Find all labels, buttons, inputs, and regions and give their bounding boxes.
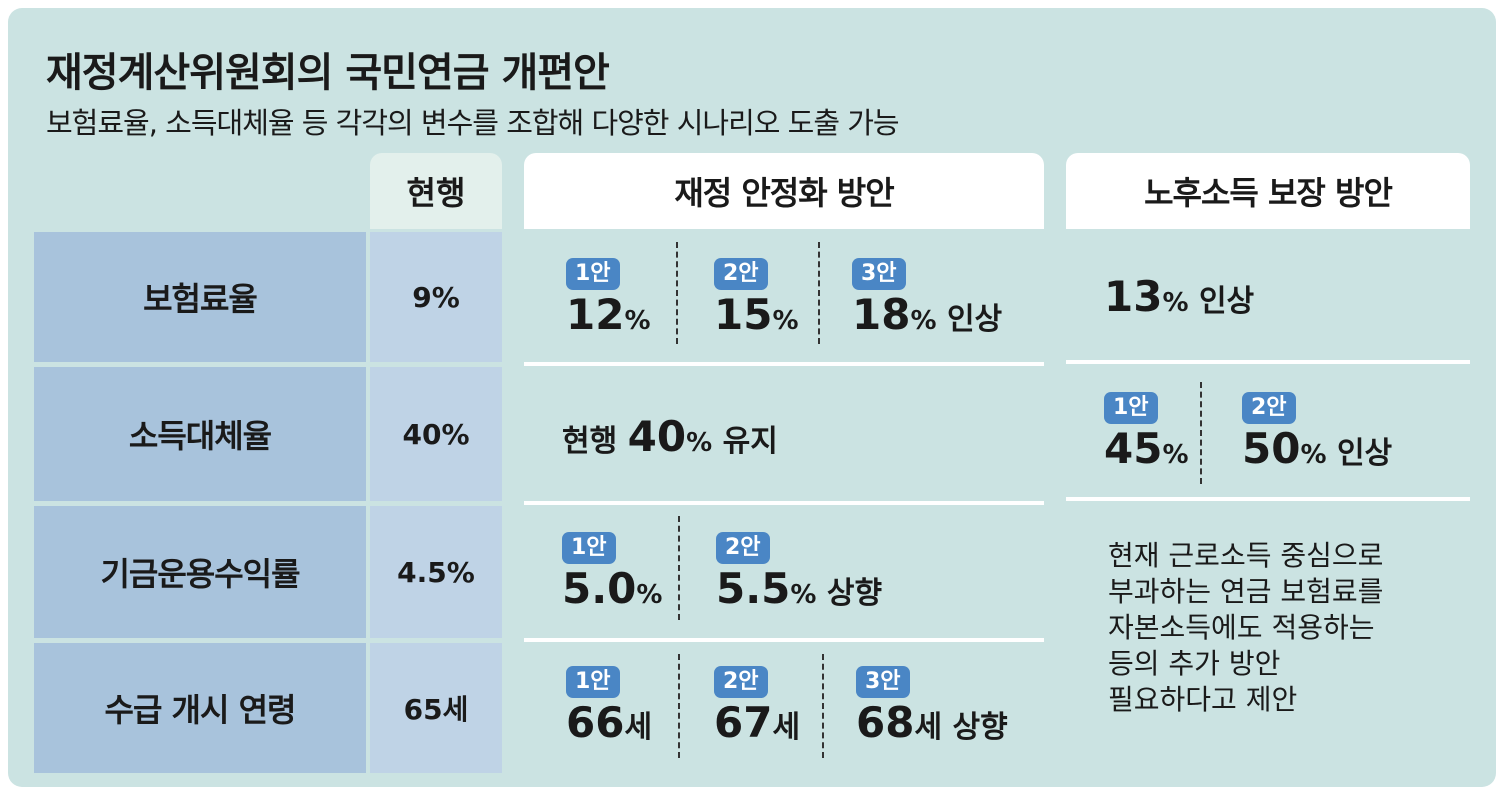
option-badge: 2안 <box>1242 392 1296 424</box>
row-divider <box>524 638 1044 642</box>
option-unit: % <box>1162 440 1189 470</box>
pension-age-option-1: 1안 66세 <box>566 666 652 747</box>
option-suffix: 상향 <box>942 710 1008 745</box>
option-divider <box>822 654 824 758</box>
option-suffix: 인상 <box>936 302 1003 337</box>
row-label-fund-return: 기금운용수익률 <box>34 506 366 638</box>
option-unit: % <box>624 306 651 336</box>
option-unit: % <box>686 428 713 458</box>
pension-age-option-2: 2안 67세 <box>714 666 800 747</box>
fund-return-option-2: 2안 5.5% 상향 <box>716 532 882 613</box>
option-unit: % <box>1300 440 1327 470</box>
row-divider <box>1066 360 1470 364</box>
replacement-stability-value: 현행 40% 유지 <box>562 412 778 461</box>
option-divider <box>1200 382 1202 484</box>
column-header-income: 노후소득 보장 방안 <box>1066 153 1470 229</box>
option-value: 40 <box>627 412 687 461</box>
option-value: 12 <box>566 290 625 339</box>
option-badge: 2안 <box>714 258 768 290</box>
option-suffix: 유지 <box>712 424 778 459</box>
premium-option-2: 2안 15% <box>714 258 799 339</box>
option-unit: 세 <box>772 710 801 745</box>
option-unit: 세 <box>624 710 653 745</box>
row-label-premium-rate: 보험료율 <box>34 232 366 362</box>
row-divider <box>1066 497 1470 501</box>
option-unit: % <box>636 580 663 610</box>
option-prefix: 현행 <box>562 424 628 459</box>
replacement-option-2: 2안 50% 인상 <box>1242 392 1392 473</box>
option-badge: 2안 <box>716 532 770 564</box>
option-unit: % <box>772 306 799 336</box>
option-value: 5.5 <box>716 564 791 613</box>
option-unit: 세 <box>914 710 943 745</box>
option-value: 15 <box>714 290 773 339</box>
row-divider <box>524 501 1044 505</box>
option-value: 45 <box>1104 424 1163 473</box>
option-badge: 1안 <box>566 258 620 290</box>
premium-option-3: 3안 18% 인상 <box>852 258 1002 339</box>
option-badge: 1안 <box>1104 392 1158 424</box>
option-value: 5.0 <box>562 564 637 613</box>
option-badge: 1안 <box>562 532 616 564</box>
option-badge: 2안 <box>714 666 768 698</box>
row-label-replacement-rate: 소득대체율 <box>34 367 366 501</box>
current-premium-rate: 9% <box>370 232 502 362</box>
column-header-stability: 재정 안정화 방안 <box>524 153 1044 229</box>
pension-age-option-3: 3안 68세 상향 <box>856 666 1008 747</box>
option-suffix: 인상 <box>1188 284 1255 319</box>
current-fund-return: 4.5% <box>370 506 502 638</box>
current-pension-age: 65세 <box>370 643 502 773</box>
option-value: 66 <box>566 698 625 747</box>
option-suffix: 인상 <box>1326 436 1393 471</box>
option-value: 13 <box>1104 272 1163 321</box>
option-unit: % <box>1162 288 1189 318</box>
option-divider <box>678 654 680 758</box>
option-value: 50 <box>1242 424 1301 473</box>
option-divider <box>818 242 820 344</box>
page-title: 재정계산위원회의 국민연금 개편안 <box>46 50 610 96</box>
option-unit: % <box>790 580 817 610</box>
option-value: 18 <box>852 290 911 339</box>
page-subtitle: 보험료율, 소득대체율 등 각각의 변수를 조합해 다양한 시나리오 도출 가능 <box>46 106 900 140</box>
premium-option-1: 1안 12% <box>566 258 651 339</box>
row-label-pension-age: 수급 개시 연령 <box>34 643 366 773</box>
fund-return-option-1: 1안 5.0% <box>562 532 662 613</box>
option-value: 68 <box>856 698 915 747</box>
replacement-option-1: 1안 45% <box>1104 392 1189 473</box>
option-badge: 3안 <box>856 666 910 698</box>
option-badge: 3안 <box>852 258 906 290</box>
current-replacement-rate: 40% <box>370 367 502 501</box>
column-header-current: 현행 <box>370 153 502 229</box>
option-badge: 1안 <box>566 666 620 698</box>
option-suffix: 상향 <box>816 576 883 611</box>
option-divider <box>678 516 680 620</box>
option-value: 67 <box>714 698 773 747</box>
option-divider <box>676 242 678 344</box>
row-divider <box>524 362 1044 366</box>
premium-income-value: 13% 인상 <box>1104 272 1254 321</box>
income-note: 현재 근로소득 중심으로 부과하는 연금 보험료를 자본소득에도 적용하는 등의… <box>1108 539 1384 716</box>
option-unit: % <box>910 306 937 336</box>
